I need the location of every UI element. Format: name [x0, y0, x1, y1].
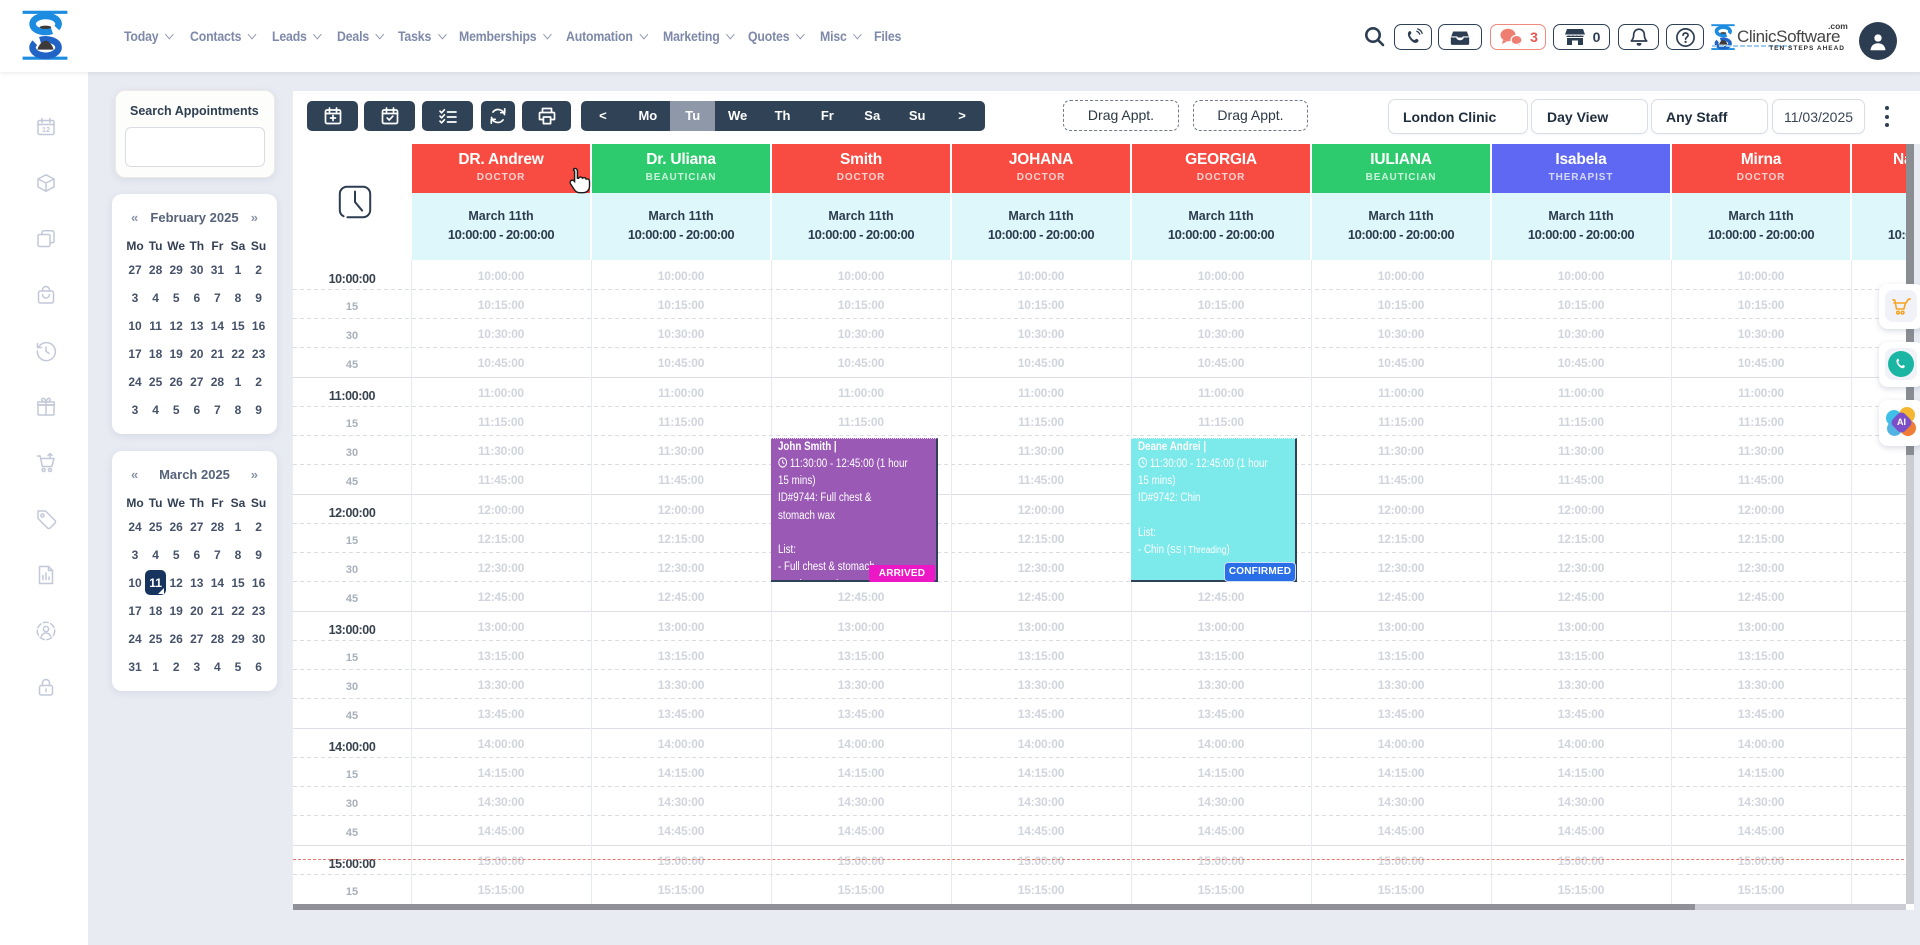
- svg-text:12: 12: [42, 125, 50, 134]
